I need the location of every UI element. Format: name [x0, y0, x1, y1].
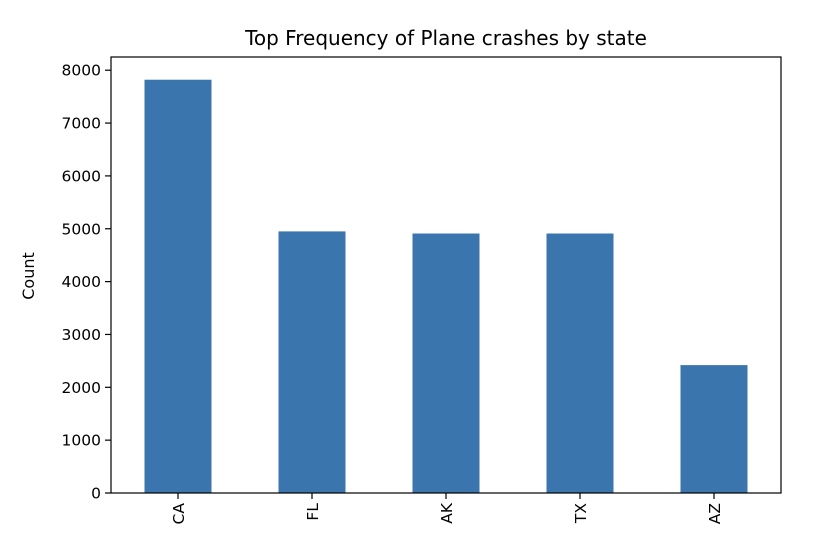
y-tick-label: 3000 [62, 326, 101, 344]
bar-az [680, 365, 748, 493]
y-axis: 0 1000 2000 3000 4000 5000 6000 7000 8000 [62, 62, 111, 503]
x-tick-label-ca: CA [170, 503, 188, 525]
bar-fl [278, 231, 346, 493]
x-tick-label-az: AZ [706, 503, 724, 524]
bar-ak [412, 233, 480, 493]
y-tick-label: 1000 [62, 432, 101, 450]
x-tick-label-tx: TX [572, 503, 590, 524]
y-tick-label: 2000 [62, 379, 101, 397]
x-tick-label-fl: FL [304, 503, 322, 521]
plot-frame [110, 56, 782, 494]
y-tick-label: 6000 [62, 167, 101, 185]
y-tick-label: 0 [91, 485, 101, 503]
x-axis: CA FL AK TX AZ [170, 493, 724, 524]
bar-tx [546, 233, 614, 493]
y-tick-label: 7000 [62, 115, 101, 133]
bar-ca [144, 79, 212, 493]
x-tick-label-ak: AK [438, 502, 456, 524]
y-tick-label: 4000 [62, 273, 101, 291]
y-axis-label: Count [19, 252, 38, 300]
bars-group [144, 79, 748, 493]
y-tick-label: 8000 [62, 62, 101, 80]
y-tick-label: 5000 [62, 220, 101, 238]
chart-title: Top Frequency of Plane crashes by state [244, 26, 647, 50]
